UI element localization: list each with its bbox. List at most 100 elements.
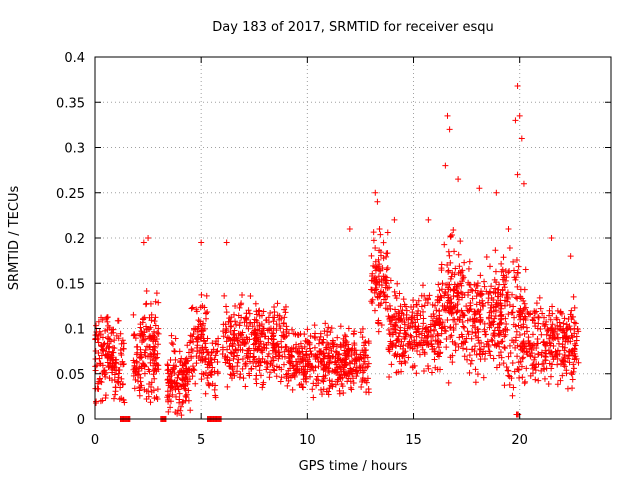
data-point (355, 354, 362, 361)
data-point (113, 359, 120, 366)
data-point (269, 362, 276, 369)
data-point (164, 396, 171, 403)
data-point (365, 340, 372, 347)
data-point (553, 352, 560, 359)
data-point (409, 363, 416, 370)
data-point (529, 331, 536, 338)
data-point (478, 288, 485, 295)
data-point (561, 347, 568, 354)
data-point (570, 365, 577, 372)
data-point (442, 162, 449, 169)
data-point (474, 280, 481, 287)
data-point (375, 256, 382, 263)
data-point (471, 315, 478, 322)
data-point (147, 399, 154, 406)
data-point (512, 337, 519, 344)
data-point (395, 369, 402, 376)
data-point (344, 352, 351, 359)
data-point (186, 376, 193, 383)
data-point (232, 302, 239, 309)
data-point (571, 348, 578, 355)
data-point (478, 339, 485, 346)
data-point (536, 294, 543, 301)
data-point (93, 322, 100, 329)
data-point (303, 375, 310, 382)
data-point (460, 345, 467, 352)
data-point (435, 338, 442, 345)
data-point (371, 307, 378, 314)
data-point (111, 363, 118, 370)
data-point (142, 336, 149, 343)
data-point (253, 317, 260, 324)
data-point (465, 289, 472, 296)
data-point (179, 399, 186, 406)
data-point (565, 315, 572, 322)
data-point (538, 367, 545, 374)
data-point (181, 385, 188, 392)
data-point (563, 321, 570, 328)
data-point (455, 269, 462, 276)
data-point (112, 391, 119, 398)
data-point (378, 282, 385, 289)
data-point (278, 374, 285, 381)
data-point (92, 367, 99, 374)
data-point (496, 281, 503, 288)
data-point (514, 283, 521, 290)
data-point (443, 305, 450, 312)
data-point (111, 345, 118, 352)
data-point (372, 245, 379, 252)
data-point (564, 385, 571, 392)
data-point (145, 366, 152, 373)
data-point (400, 296, 407, 303)
data-point (235, 312, 242, 319)
data-point (531, 354, 538, 361)
data-point (99, 316, 106, 323)
data-point (398, 338, 405, 345)
data-point (347, 366, 354, 373)
data-point (278, 366, 285, 373)
data-point (155, 325, 162, 332)
data-point (151, 375, 158, 382)
data-point (209, 380, 216, 387)
data-point (285, 348, 292, 355)
data-point (545, 381, 552, 388)
data-point (168, 398, 175, 405)
data-point (188, 305, 195, 312)
data-point (441, 292, 448, 299)
data-point (178, 355, 185, 362)
y-axis-label: SRMTID / TECUs (7, 186, 22, 291)
data-point (110, 326, 117, 333)
data-point (167, 368, 174, 375)
data-point (205, 352, 212, 359)
data-point (234, 352, 241, 359)
data-point (273, 348, 280, 355)
data-point (450, 226, 457, 233)
data-point (451, 248, 458, 255)
data-point (361, 342, 367, 349)
data-point (425, 216, 432, 223)
data-point (319, 339, 326, 346)
data-point (294, 365, 301, 372)
data-point (391, 322, 398, 329)
data-point (263, 359, 270, 366)
data-point (368, 286, 375, 293)
data-point (250, 354, 257, 361)
data-point (209, 340, 216, 347)
data-point (341, 332, 348, 339)
data-point (488, 283, 495, 290)
data-point (442, 328, 449, 335)
data-point (214, 359, 221, 366)
data-point (137, 324, 144, 331)
data-point (362, 352, 369, 359)
data-point (459, 294, 466, 301)
data-point (94, 335, 101, 342)
data-point (567, 253, 574, 260)
data-point (432, 337, 439, 344)
data-point (99, 397, 106, 404)
data-point (490, 308, 497, 315)
data-point (428, 341, 435, 348)
data-point (447, 354, 454, 361)
data-point (336, 350, 343, 357)
data-point (204, 364, 211, 371)
data-point (547, 316, 554, 323)
